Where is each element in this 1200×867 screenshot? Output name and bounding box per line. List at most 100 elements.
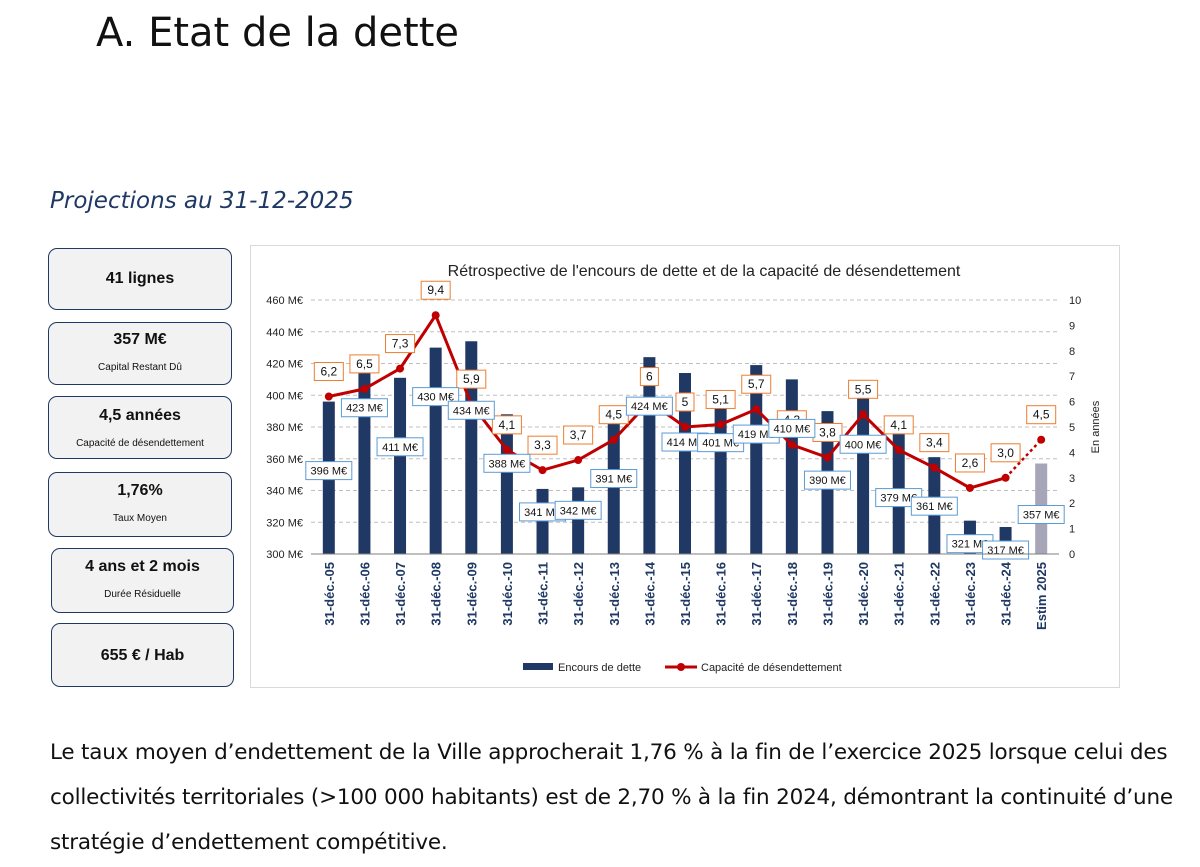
bar-31-déc.-10 [500,414,513,554]
value-label-box [305,461,353,481]
ratio-label-box [675,392,695,412]
y-right-tick-label: 0 [1069,549,1075,561]
capacity-line-estimate [1004,438,1043,479]
value-label-box [447,400,495,420]
x-tick-label: 31-déc.-20 [856,562,871,626]
ratio-label: 5,5 [855,382,872,396]
value-label-box [590,469,638,489]
ratio-label: 4,1 [499,418,516,432]
bar-31-déc.-16 [714,393,727,554]
value-label: 423 M€ [346,403,383,415]
capacity-point-31-déc.-10 [502,445,511,454]
value-label-box [982,540,1030,560]
ratio-label-box [705,389,736,409]
y-right-tick-label: 5 [1069,422,1075,434]
ratio-label: 6 [646,370,653,384]
capacity-point-31-déc.-20 [859,410,868,419]
y-right-tick-label: 6 [1069,397,1075,409]
x-tick-label: 31-déc.-05 [322,562,337,626]
capacity-point-31-déc.-06 [360,384,369,393]
y-right-tick-label: 8 [1069,346,1075,358]
bar-31-déc.-08 [429,347,442,554]
debt-chart: Rétrospective de l'encours de dette et d… [250,245,1120,688]
ratio-label-box [527,435,558,455]
x-tick-label: 31-déc.-14 [642,561,657,625]
y-left-tick-label: 300 M€ [266,549,303,561]
ratio-label-box [563,425,594,445]
value-label: 411 M€ [382,442,418,454]
value-label: 342 M€ [560,505,597,517]
x-tick-label: 31-déc.-17 [749,562,764,626]
kpi-capital-value: 357 M€ [113,331,167,348]
value-label: 317 M€ [987,545,1024,557]
body-paragraph: Le taux moyen d’endettement de la Ville … [50,740,1173,855]
x-tick-label: 31-déc.-21 [892,562,907,626]
x-tick-label: 31-déc.-19 [820,562,835,626]
ratio-label: 7,3 [392,337,409,351]
value-label-box [483,453,531,473]
x-tick-label: 31-déc.-22 [927,562,942,626]
x-tick-label: 31-déc.-07 [393,562,408,626]
ratio-label-box [954,453,985,473]
value-label-box [839,434,887,454]
legend-marker-line [677,663,685,671]
kpi-taux-label: Taux Moyen [113,513,167,524]
debt-chart-svg: Rétrospective de l'encours de dette et d… [266,263,1102,674]
kpi-capacite-label: Capacité de désendettement [76,438,204,449]
ratio-label: 9,4 [427,283,444,297]
legend-label-bar: Encours de dette [558,662,641,674]
capacity-point-31-déc.-19 [823,453,832,462]
y-right-tick-label: 4 [1069,447,1075,459]
kpi-card-capital: 357 M€ Capital Restant Dû [48,322,232,385]
x-tick-label: 31-déc.-23 [963,562,978,626]
capacity-point-31-déc.-16 [716,420,725,429]
bar-31-déc.-15 [679,373,691,554]
value-label-box [803,470,851,490]
ratio-label-box [385,334,416,354]
x-tick-label: 31-déc.-13 [607,562,622,626]
legend-label-line: Capacité de désendettement [701,662,842,674]
capacity-point-31-déc.-17 [752,405,761,414]
kpi-card-taux: 1,76% Taux Moyen [48,472,232,537]
value-label: 361 M€ [916,501,953,513]
value-label: 424 M€ [631,401,668,413]
ratio-label-box [848,379,879,399]
ratio-label: 3,4 [926,436,943,450]
value-label-box [412,387,460,407]
y-left-tick-label: 380 M€ [266,422,303,434]
ratio-label: 5,7 [748,377,765,391]
value-label-box [910,496,958,516]
ratio-label-box [883,415,914,435]
y-right-tick-label: 10 [1069,295,1081,307]
ratio-label: 2,6 [962,456,979,470]
capacity-point-31-déc.-21 [894,445,903,454]
ratio-label-box [919,433,950,453]
x-tick-label: 31-déc.-06 [357,562,372,626]
value-label: 414 M€ [667,437,704,449]
x-tick-label: 31-déc.-09 [464,562,479,626]
y-left-tick-label: 360 M€ [266,454,303,466]
ratio-label-box [639,367,659,387]
ratio-label: 4,1 [890,418,907,432]
value-label: 401 M€ [702,438,739,450]
ratio-label-box [349,354,380,374]
kpi-capital-label: Capital Restant Dû [98,362,182,373]
kpi-card-duree: 4 ans et 2 mois Durée Résiduelle [51,548,234,613]
capacity-point-Estim 2025 [1037,435,1046,444]
y-right-tick-label: 9 [1069,320,1075,332]
value-label: 419 M€ [738,429,775,441]
ratio-label: 6,5 [356,357,373,371]
kpi-duree-label: Durée Résiduelle [104,589,181,600]
y-right-tick-label: 7 [1069,371,1075,383]
bar-31-déc.-11 [536,488,549,554]
y-left-tick-label: 440 M€ [266,327,303,339]
y-right-tick-label: 1 [1069,524,1075,536]
value-label: 400 M€ [845,439,882,451]
page-title: A. Etat de la dette [96,10,459,56]
page-subtitle: Projections au 31-12-2025 [50,188,354,214]
kpi-card-hab: 655 € / Hab [51,623,234,687]
ratio-label: 4,5 [1033,408,1050,422]
ratio-label: 5 [682,395,689,409]
ratio-label: 5,9 [463,372,480,386]
capacity-point-31-déc.-24 [1001,473,1010,482]
